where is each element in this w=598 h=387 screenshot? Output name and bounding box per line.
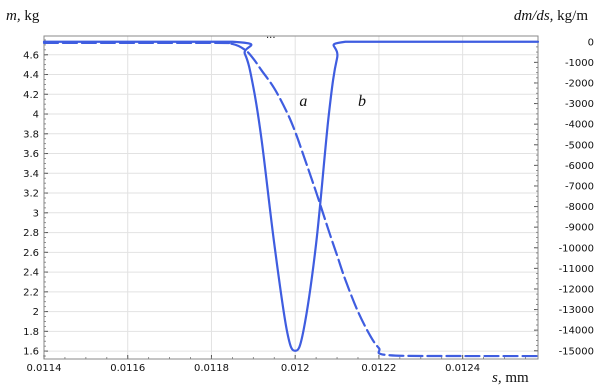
y-right-tick-label: -1000 xyxy=(565,58,594,69)
y-right-tick-label: -14000 xyxy=(559,326,594,337)
y-left-tick-label: 2.4 xyxy=(23,268,39,279)
y-right-tick-label: -13000 xyxy=(559,305,594,316)
y-right-axis-unit: kg/m xyxy=(553,8,588,24)
y-left-tick-label: 2.2 xyxy=(23,287,39,298)
x-tick-label: 0.0116 xyxy=(110,363,145,374)
y-right-tick-label: -8000 xyxy=(565,202,594,213)
x-tick-label: 0.0122 xyxy=(361,363,396,374)
y-right-tick-label: 0 xyxy=(588,37,594,48)
x-axis-title: s, mm xyxy=(492,370,529,386)
y-left-tick-label: 2 xyxy=(33,307,39,318)
y-right-axis-title: dm/ds, kg/m xyxy=(514,8,589,24)
y-left-axis-variable: m, xyxy=(6,8,21,24)
y-left-tick-label: 3.6 xyxy=(23,149,39,160)
y-left-tick-label: 4.6 xyxy=(23,50,39,61)
y-left-tick-label: 2.8 xyxy=(23,228,39,239)
y-right-tick-label: -6000 xyxy=(565,161,594,172)
y-right-tick-label: -15000 xyxy=(559,346,594,357)
y-left-tick-label: 2.6 xyxy=(23,248,39,259)
series xyxy=(42,40,540,358)
y-left-tick-label: 3.2 xyxy=(23,189,39,200)
curve-label-b: b xyxy=(358,93,366,110)
x-axis-unit: mm xyxy=(502,370,529,386)
y-left-axis-unit: kg xyxy=(21,8,40,24)
y-left-tick-label: 4 xyxy=(33,110,39,121)
y-right-tick-label: -4000 xyxy=(565,120,594,131)
y-left-axis-title: m, kg xyxy=(6,8,40,24)
y-left-tick-label: 3.4 xyxy=(23,169,39,180)
x-tick-label: 0.0124 xyxy=(445,363,480,374)
y-right-tick-label: -12000 xyxy=(559,284,594,295)
y-left-tick-label: 4.2 xyxy=(23,90,39,101)
y-right-axis-variable: dm/ds, xyxy=(514,8,554,24)
y-left-tick-label: 1.6 xyxy=(23,347,39,358)
ticks: 0.0114 0.0116 0.0118 0.012 0.0122 0.0124 1.6 1.… xyxy=(23,37,594,374)
grid xyxy=(43,36,538,359)
y-right-tick-label: -10000 xyxy=(559,243,594,254)
y-right-tick-label: -11000 xyxy=(559,264,594,275)
y-right-tick-label: -2000 xyxy=(565,78,594,89)
x-tick-label: 0.012 xyxy=(281,363,310,374)
y-right-tick-label: -3000 xyxy=(565,99,594,110)
y-left-tick-label: 3 xyxy=(33,208,39,219)
y-right-tick-label: -5000 xyxy=(565,140,594,151)
plot-frame xyxy=(43,35,539,360)
y-left-tick-label: 3.8 xyxy=(23,129,39,140)
x-axis-variable: s, xyxy=(492,370,502,386)
curve-label-a: a xyxy=(299,93,307,110)
top-marker: ... xyxy=(266,30,276,41)
y-left-tick-label: 1.8 xyxy=(23,327,39,338)
y-left-tick-label: 4.4 xyxy=(23,70,39,81)
series-line-b xyxy=(42,40,540,352)
y-right-tick-label: -9000 xyxy=(565,223,594,234)
x-tick-label: 0.0114 xyxy=(27,363,62,374)
x-tick-label: 0.0118 xyxy=(194,363,229,374)
series-line-a xyxy=(42,41,540,358)
y-right-tick-label: -7000 xyxy=(565,181,594,192)
